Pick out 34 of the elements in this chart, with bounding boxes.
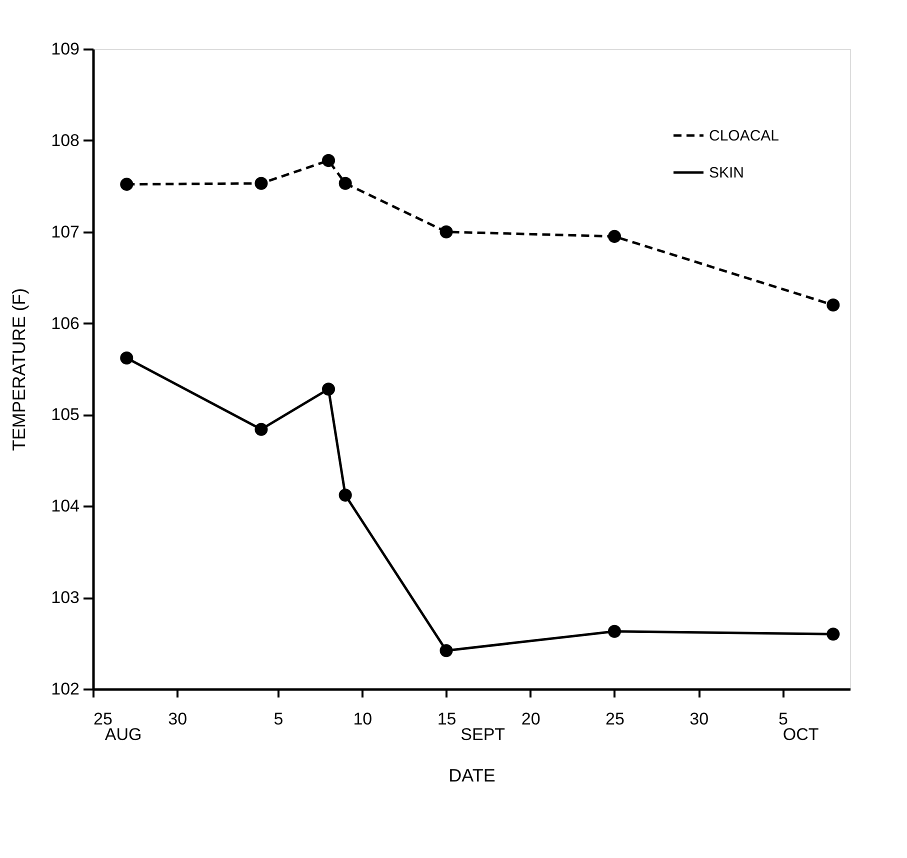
legend-label: SKIN [709, 164, 744, 182]
legend-label: CLOACAL [709, 128, 780, 144]
point [608, 624, 622, 638]
x-tick-label: 10 [353, 710, 372, 728]
point [254, 422, 268, 436]
x-tick-label: 25 [606, 710, 624, 728]
y-tick-label: 106 [51, 314, 80, 333]
text: SEPT [460, 725, 506, 744]
x-axis-title: DATE [448, 766, 496, 786]
point [826, 298, 840, 312]
y-tick-label: 105 [51, 405, 80, 424]
point [322, 382, 336, 396]
point [120, 178, 134, 191]
point [120, 352, 134, 365]
y-tick-label: 104 [51, 496, 80, 516]
point [826, 628, 840, 641]
x-tick-label: 30 [690, 710, 709, 728]
point [254, 176, 268, 190]
point [338, 488, 352, 502]
y-tick-label: 102 [51, 680, 80, 698]
y-tick-label: 103 [51, 588, 80, 608]
y-axis-title: TEMPERATURE (F) [9, 288, 30, 451]
y-tick-label: 109 [51, 40, 80, 58]
point [338, 176, 352, 190]
point [440, 644, 453, 658]
x-tick-label: 20 [521, 710, 540, 728]
y-tick-label: 108 [51, 130, 80, 150]
x-tick-label: 15 [437, 710, 456, 728]
y-tick-label: 107 [51, 222, 80, 242]
x-tick-label: 30 [168, 710, 188, 728]
point [608, 230, 622, 243]
point [440, 225, 453, 238]
point [322, 154, 336, 168]
x-tick-label: 5 [274, 710, 284, 728]
